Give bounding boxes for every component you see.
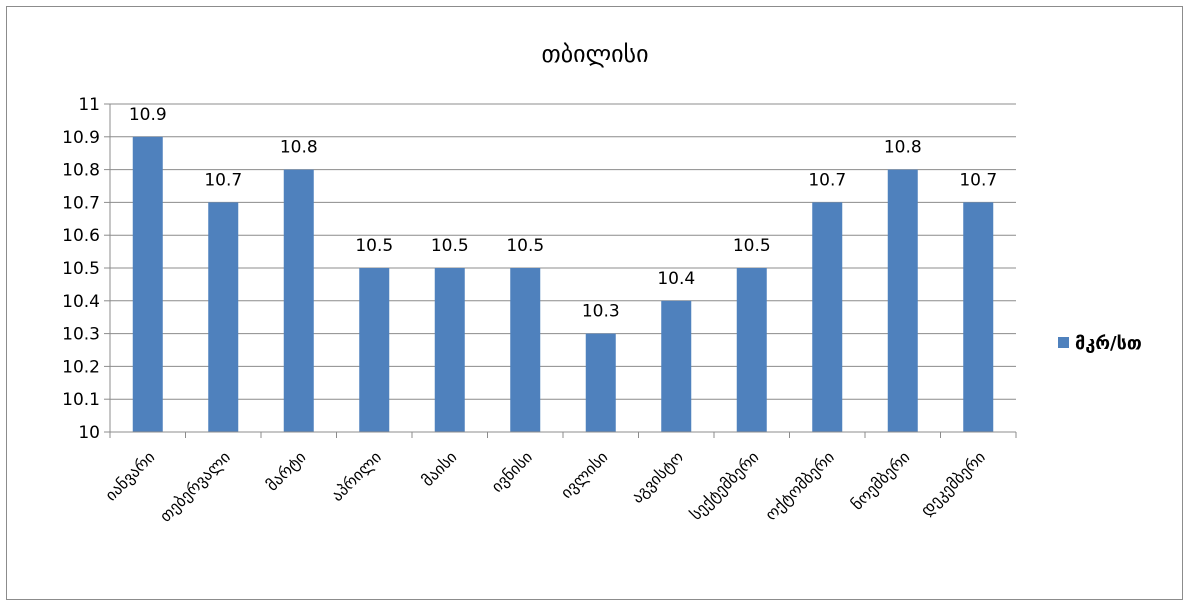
x-tick-label: დეკემბერი	[917, 447, 989, 519]
data-label: 10.5	[506, 236, 544, 256]
x-tick-label: ივნისი	[487, 447, 536, 496]
y-tick-label: 10.5	[62, 259, 100, 279]
bar	[434, 268, 465, 432]
y-tick-label: 10.9	[62, 128, 100, 148]
x-tick-label: მაისი	[418, 447, 461, 490]
y-tick-label: 10.2	[62, 357, 100, 377]
x-tick-label: ოქტომბერი	[761, 447, 838, 524]
data-label: 10.3	[582, 302, 620, 322]
legend: მკრ/სთ	[1058, 333, 1142, 354]
bar	[132, 136, 163, 433]
bar	[585, 333, 616, 432]
data-label: 10.7	[204, 170, 242, 190]
bar	[510, 268, 541, 432]
x-tick-label: იანვარი	[101, 447, 158, 504]
bar	[736, 268, 767, 432]
chart-title: თბილისი	[542, 40, 649, 68]
y-tick-label: 10.8	[62, 161, 100, 181]
data-label: 10.5	[431, 236, 469, 256]
x-tick-label: ივლისი	[557, 447, 612, 502]
data-labels: 10.9 10.7 10.8 10.5 10.5 10.5 10.3 10.4 10.5 10.7…	[129, 105, 997, 322]
x-tick-label: აგვისტო	[627, 447, 687, 507]
data-label: 10.5	[355, 236, 393, 256]
x-tick-label: სექტემბერი	[686, 447, 762, 523]
bar	[283, 169, 314, 432]
x-tick-label: ნოემბერი	[847, 447, 913, 513]
bar	[208, 202, 239, 432]
data-label: 10.5	[733, 236, 771, 256]
bar	[359, 268, 390, 432]
bars	[132, 136, 994, 433]
legend-swatch	[1058, 337, 1069, 348]
bar	[661, 300, 692, 432]
y-tick-label: 10	[78, 423, 100, 443]
gridlines	[110, 103, 1016, 400]
y-tick-label: 11	[78, 95, 100, 115]
data-label: 10.8	[280, 138, 318, 158]
bar	[812, 202, 843, 432]
x-tick-label: მარტი	[262, 447, 309, 494]
x-tick-label: აპრილი	[327, 447, 385, 505]
legend-label: მკრ/სთ	[1075, 333, 1142, 354]
y-axis-ticks: 10 10.1 10.2 10.3 10.4 10.5 10.6 10.7 10.8 10.9 11	[62, 95, 110, 443]
data-label: 10.7	[959, 170, 997, 190]
data-label: 10.4	[657, 269, 695, 289]
y-tick-label: 10.3	[62, 325, 100, 345]
data-label: 10.8	[884, 138, 922, 158]
bar	[963, 202, 994, 432]
y-tick-label: 10.7	[62, 193, 100, 213]
x-tick-label: თებერვალი	[156, 447, 234, 525]
data-label: 10.7	[808, 170, 846, 190]
y-tick-label: 10.6	[62, 226, 100, 246]
bar	[887, 169, 918, 432]
axes	[109, 104, 1017, 438]
data-label: 10.9	[129, 105, 167, 125]
y-tick-label: 10.1	[62, 390, 100, 410]
y-tick-label: 10.4	[62, 292, 100, 312]
